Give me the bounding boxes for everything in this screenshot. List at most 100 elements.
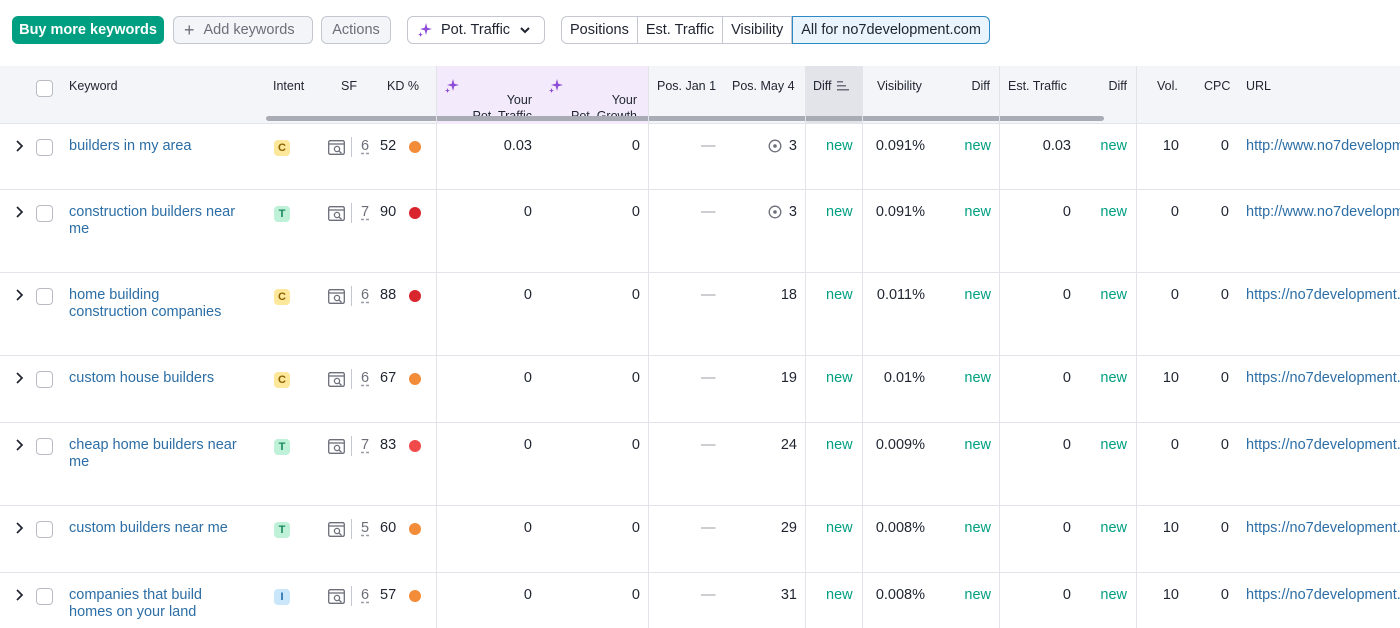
ranking-url-link[interactable]: https://no7development.com/	[1246, 587, 1400, 603]
table-row[interactable]: builders in my area C 6 52 0.03 0 — 3 new 0.091% n…	[0, 124, 1400, 190]
col-est-traffic-diff[interactable]: Diff	[1108, 79, 1127, 93]
col-cpc[interactable]: CPC	[1204, 79, 1231, 93]
table-row[interactable]: custom builders near me T 5 60 0 0 — 29 new 0.008…	[0, 506, 1400, 573]
keyword-link[interactable]: custom builders near me	[69, 520, 259, 537]
serp-features-icon[interactable]	[328, 439, 345, 454]
sf-count[interactable]: 6	[361, 138, 370, 154]
serp-features-icon[interactable]	[328, 289, 345, 304]
serp-features-icon[interactable]	[328, 589, 345, 604]
col-pos-may[interactable]: Pos. May 4	[732, 79, 795, 93]
est-traffic-diff-value: new	[1100, 204, 1127, 220]
keyword-link[interactable]: home building construction companies	[69, 287, 259, 321]
segment-est-traffic[interactable]: Est. Traffic	[638, 17, 724, 43]
row-checkbox[interactable]	[36, 521, 53, 538]
serp-features-icon[interactable]	[328, 206, 345, 221]
ranking-url-link[interactable]: http://www.no7development.com/	[1246, 138, 1400, 154]
col-visibility-diff[interactable]: Diff	[971, 79, 990, 93]
visibility-value: 0.011%	[876, 287, 925, 303]
keyword-line: construction builders near	[69, 204, 236, 220]
table-row[interactable]: home building construction companies C 6 88 0…	[0, 273, 1400, 356]
pot-growth-value: 0	[631, 437, 640, 453]
est-traffic-value: 0	[1062, 437, 1071, 453]
chevron-right-icon[interactable]	[14, 289, 24, 301]
pot-traffic-dropdown[interactable]: Pot. Traffic	[407, 16, 545, 44]
serp-features-icon[interactable]	[328, 140, 345, 155]
ranking-url-link[interactable]: https://no7development.com/	[1246, 287, 1400, 303]
col-diff-label: Diff	[813, 79, 832, 93]
keyword-link[interactable]: companies that build homes on your land	[69, 587, 259, 621]
add-keywords-label: Add keywords	[203, 22, 295, 38]
sf-divider	[351, 203, 352, 223]
keyword-link[interactable]: construction builders near me	[69, 204, 259, 238]
chevron-right-icon[interactable]	[14, 140, 24, 152]
sf-count[interactable]: 6	[361, 287, 370, 303]
keyword-line: custom builders near me	[69, 520, 228, 536]
chevron-right-icon[interactable]	[14, 439, 24, 451]
sf-count[interactable]: 7	[361, 204, 370, 220]
keyword-line: home building	[69, 287, 160, 303]
col-pot-traffic-line1: Your	[506, 93, 532, 107]
serp-features-icon[interactable]	[328, 372, 345, 387]
col-diff-sorted[interactable]: Diff	[813, 66, 849, 124]
col-keyword[interactable]: Keyword	[69, 79, 118, 93]
col-volume[interactable]: Vol.	[1157, 79, 1178, 93]
ranking-url-link[interactable]: http://www.no7development.com/	[1246, 204, 1400, 220]
pos-may-value: 24	[780, 437, 797, 453]
segment-all-for-domain[interactable]: All for no7development.com	[792, 16, 990, 44]
chevron-right-icon[interactable]	[14, 522, 24, 534]
row-checkbox[interactable]	[36, 438, 53, 455]
col-pos-jan[interactable]: Pos. Jan 1	[657, 79, 717, 93]
sf-count[interactable]: 5	[361, 520, 370, 536]
keyword-link[interactable]: custom house builders	[69, 370, 259, 387]
keyword-line: me	[69, 221, 90, 237]
ranking-url-link[interactable]: https://no7development.com/	[1246, 370, 1400, 386]
visibility-value: 0.091%	[875, 138, 925, 154]
col-url[interactable]: URL	[1246, 79, 1272, 93]
column-divider	[436, 66, 437, 628]
chevron-right-icon[interactable]	[14, 206, 24, 218]
table-row[interactable]: companies that build homes on your land I 6…	[0, 573, 1400, 628]
select-all-checkbox[interactable]	[36, 80, 53, 97]
volume-value: 0	[1170, 287, 1179, 303]
chevron-right-icon[interactable]	[14, 589, 24, 601]
table-row[interactable]: construction builders near me T 7 90 0 0 — 3 new 0…	[0, 190, 1400, 273]
pot-traffic-value: 0	[523, 437, 532, 453]
row-checkbox[interactable]	[36, 371, 53, 388]
buy-more-keywords-button[interactable]: Buy more keywords	[12, 16, 164, 44]
sf-count[interactable]: 7	[361, 437, 370, 453]
col-intent[interactable]: Intent	[273, 79, 305, 93]
serp-features-icon[interactable]	[328, 522, 345, 537]
ranking-url-link[interactable]: https://no7development.com/	[1246, 437, 1400, 453]
keyword-link[interactable]: cheap home builders near me	[69, 437, 259, 471]
row-checkbox[interactable]	[36, 205, 53, 222]
visibility-value: 0.01%	[883, 370, 925, 386]
row-checkbox[interactable]	[36, 288, 53, 305]
col-visibility[interactable]: Visibility	[877, 79, 922, 93]
ranking-url-link[interactable]: https://no7development.com/	[1246, 520, 1400, 536]
col-pot-growth-line1: Your	[611, 93, 637, 107]
sf-divider	[351, 137, 352, 157]
col-est-traffic[interactable]: Est. Traffic	[1008, 79, 1067, 93]
est-traffic-value: 0.03	[1042, 138, 1071, 154]
sf-count[interactable]: 6	[361, 587, 370, 603]
pot-traffic-value: 0	[523, 204, 532, 220]
horizontal-scrollbar[interactable]	[266, 116, 1104, 121]
sparkle-icon	[548, 66, 568, 124]
kd-value: 90	[380, 204, 397, 220]
position-diff-value: new	[826, 287, 853, 303]
chevron-right-icon[interactable]	[14, 372, 24, 384]
intent-badge: C	[274, 289, 290, 305]
col-kd[interactable]: KD %	[387, 79, 419, 93]
segment-visibility[interactable]: Visibility	[723, 17, 793, 43]
keyword-link[interactable]: builders in my area	[69, 138, 259, 155]
table-row[interactable]: cheap home builders near me T 7 83 0 0 — 24 new 0.…	[0, 423, 1400, 506]
row-checkbox[interactable]	[36, 139, 53, 156]
segment-positions[interactable]: Positions	[562, 17, 638, 43]
add-keywords-button[interactable]: + Add keywords	[173, 16, 313, 44]
table-row[interactable]: custom house builders C 6 67 0 0 — 19 new 0.01% ne…	[0, 356, 1400, 423]
row-checkbox[interactable]	[36, 588, 53, 605]
col-sf[interactable]: SF	[341, 79, 357, 93]
actions-button[interactable]: Actions	[321, 16, 391, 44]
sf-count[interactable]: 6	[361, 370, 370, 386]
plus-icon: +	[184, 20, 195, 40]
